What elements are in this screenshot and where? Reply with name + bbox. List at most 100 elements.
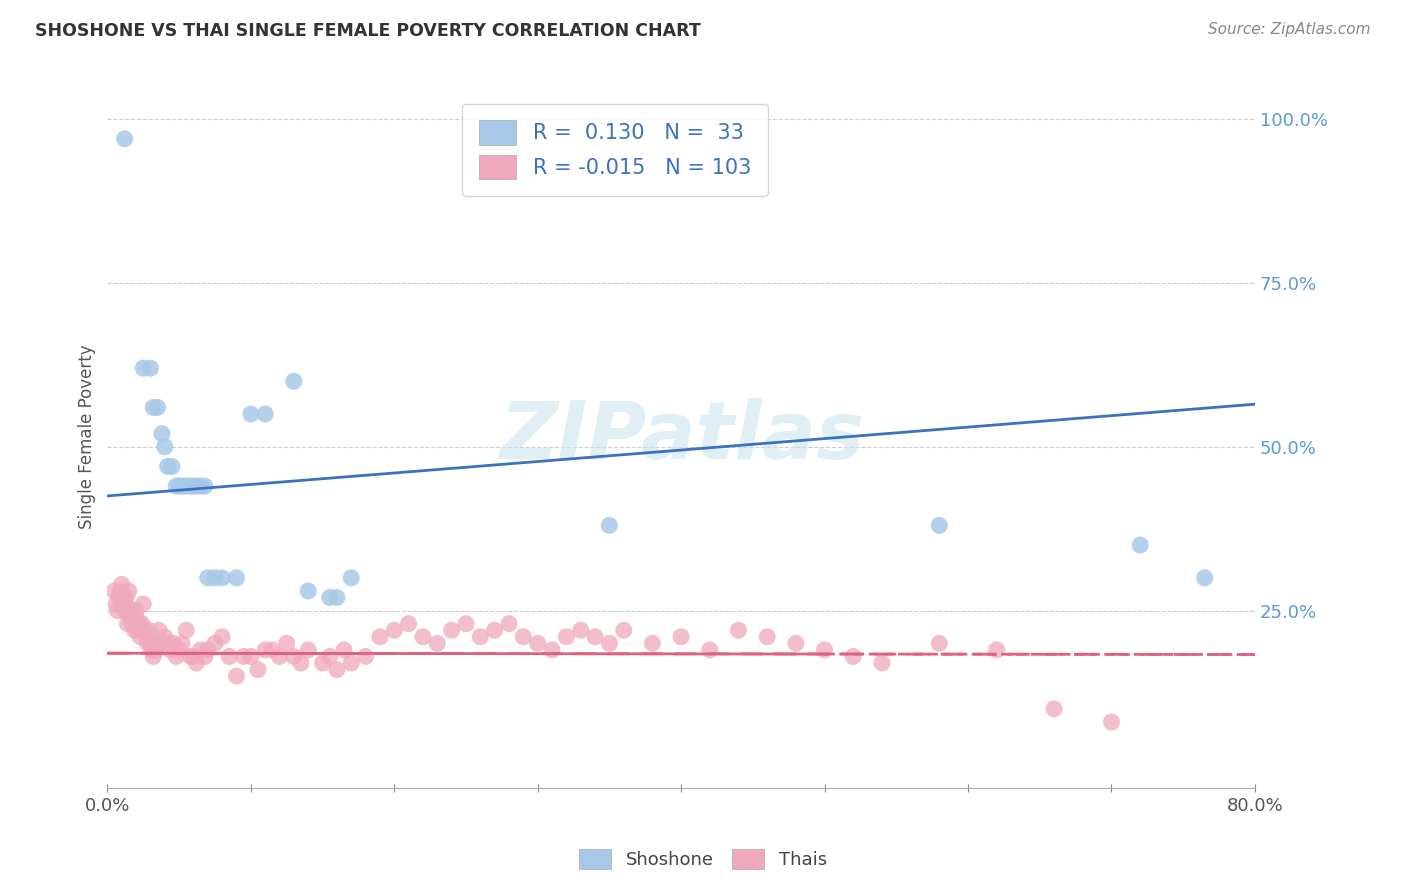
Point bbox=[785, 636, 807, 650]
Point bbox=[197, 643, 219, 657]
Point bbox=[254, 407, 277, 421]
Point bbox=[555, 630, 578, 644]
Point bbox=[183, 479, 205, 493]
Point bbox=[117, 616, 139, 631]
Point bbox=[114, 132, 136, 146]
Point bbox=[190, 643, 212, 657]
Point bbox=[297, 643, 319, 657]
Point bbox=[583, 630, 606, 644]
Point bbox=[598, 636, 620, 650]
Point bbox=[146, 636, 169, 650]
Point bbox=[498, 616, 520, 631]
Point bbox=[156, 636, 179, 650]
Point bbox=[146, 401, 169, 415]
Y-axis label: Single Female Poverty: Single Female Poverty bbox=[79, 344, 96, 529]
Point bbox=[870, 656, 893, 670]
Point bbox=[117, 604, 139, 618]
Point bbox=[128, 616, 150, 631]
Legend: Shoshone, Thais: Shoshone, Thais bbox=[569, 839, 837, 879]
Point bbox=[197, 571, 219, 585]
Point bbox=[165, 649, 187, 664]
Point bbox=[311, 656, 333, 670]
Point bbox=[454, 616, 477, 631]
Point bbox=[262, 643, 284, 657]
Point bbox=[104, 597, 127, 611]
Point bbox=[159, 643, 181, 657]
Point bbox=[139, 636, 162, 650]
Point bbox=[613, 624, 636, 638]
Point bbox=[118, 604, 141, 618]
Point bbox=[813, 643, 835, 657]
Point bbox=[426, 636, 449, 650]
Point bbox=[239, 649, 262, 664]
Point bbox=[669, 630, 692, 644]
Point bbox=[318, 591, 340, 605]
Point bbox=[132, 361, 155, 376]
Point bbox=[148, 624, 170, 638]
Point bbox=[756, 630, 779, 644]
Point bbox=[174, 479, 197, 493]
Point bbox=[290, 656, 312, 670]
Point bbox=[135, 630, 157, 644]
Point bbox=[569, 624, 592, 638]
Point bbox=[204, 636, 226, 650]
Text: Source: ZipAtlas.com: Source: ZipAtlas.com bbox=[1208, 22, 1371, 37]
Point bbox=[484, 624, 506, 638]
Point bbox=[382, 624, 405, 638]
Point bbox=[114, 604, 136, 618]
Point bbox=[153, 630, 176, 644]
Point bbox=[129, 630, 152, 644]
Point bbox=[127, 624, 149, 638]
Point bbox=[232, 649, 254, 664]
Point bbox=[180, 649, 202, 664]
Legend: R =  0.130   N =  33, R = -0.015   N = 103: R = 0.130 N = 33, R = -0.015 N = 103 bbox=[463, 103, 768, 195]
Point bbox=[160, 459, 183, 474]
Point bbox=[120, 610, 142, 624]
Point bbox=[842, 649, 865, 664]
Point bbox=[928, 636, 950, 650]
Point bbox=[340, 656, 363, 670]
Point bbox=[204, 571, 226, 585]
Point bbox=[326, 591, 349, 605]
Point bbox=[297, 583, 319, 598]
Point bbox=[186, 656, 208, 670]
Point bbox=[986, 643, 1008, 657]
Point bbox=[225, 571, 247, 585]
Point bbox=[134, 624, 156, 638]
Point bbox=[368, 630, 391, 644]
Point bbox=[121, 616, 143, 631]
Point bbox=[150, 426, 173, 441]
Point bbox=[440, 624, 463, 638]
Point bbox=[115, 597, 138, 611]
Point bbox=[111, 577, 134, 591]
Point bbox=[1129, 538, 1152, 552]
Point bbox=[170, 636, 193, 650]
Point bbox=[145, 643, 167, 657]
Point bbox=[928, 518, 950, 533]
Point bbox=[727, 624, 749, 638]
Point bbox=[136, 636, 159, 650]
Point bbox=[269, 649, 291, 664]
Point bbox=[246, 663, 269, 677]
Point bbox=[254, 643, 277, 657]
Point bbox=[180, 479, 202, 493]
Point bbox=[165, 479, 187, 493]
Point bbox=[541, 643, 564, 657]
Point bbox=[170, 479, 193, 493]
Point bbox=[143, 636, 166, 650]
Point bbox=[162, 636, 184, 650]
Point bbox=[124, 624, 146, 638]
Point bbox=[641, 636, 664, 650]
Point bbox=[699, 643, 721, 657]
Point bbox=[283, 374, 305, 388]
Point bbox=[167, 643, 190, 657]
Point bbox=[225, 669, 247, 683]
Point bbox=[131, 616, 153, 631]
Point bbox=[1194, 571, 1216, 585]
Point bbox=[194, 479, 217, 493]
Point bbox=[118, 583, 141, 598]
Point bbox=[150, 636, 173, 650]
Point bbox=[412, 630, 434, 644]
Point bbox=[598, 518, 620, 533]
Point bbox=[218, 649, 240, 664]
